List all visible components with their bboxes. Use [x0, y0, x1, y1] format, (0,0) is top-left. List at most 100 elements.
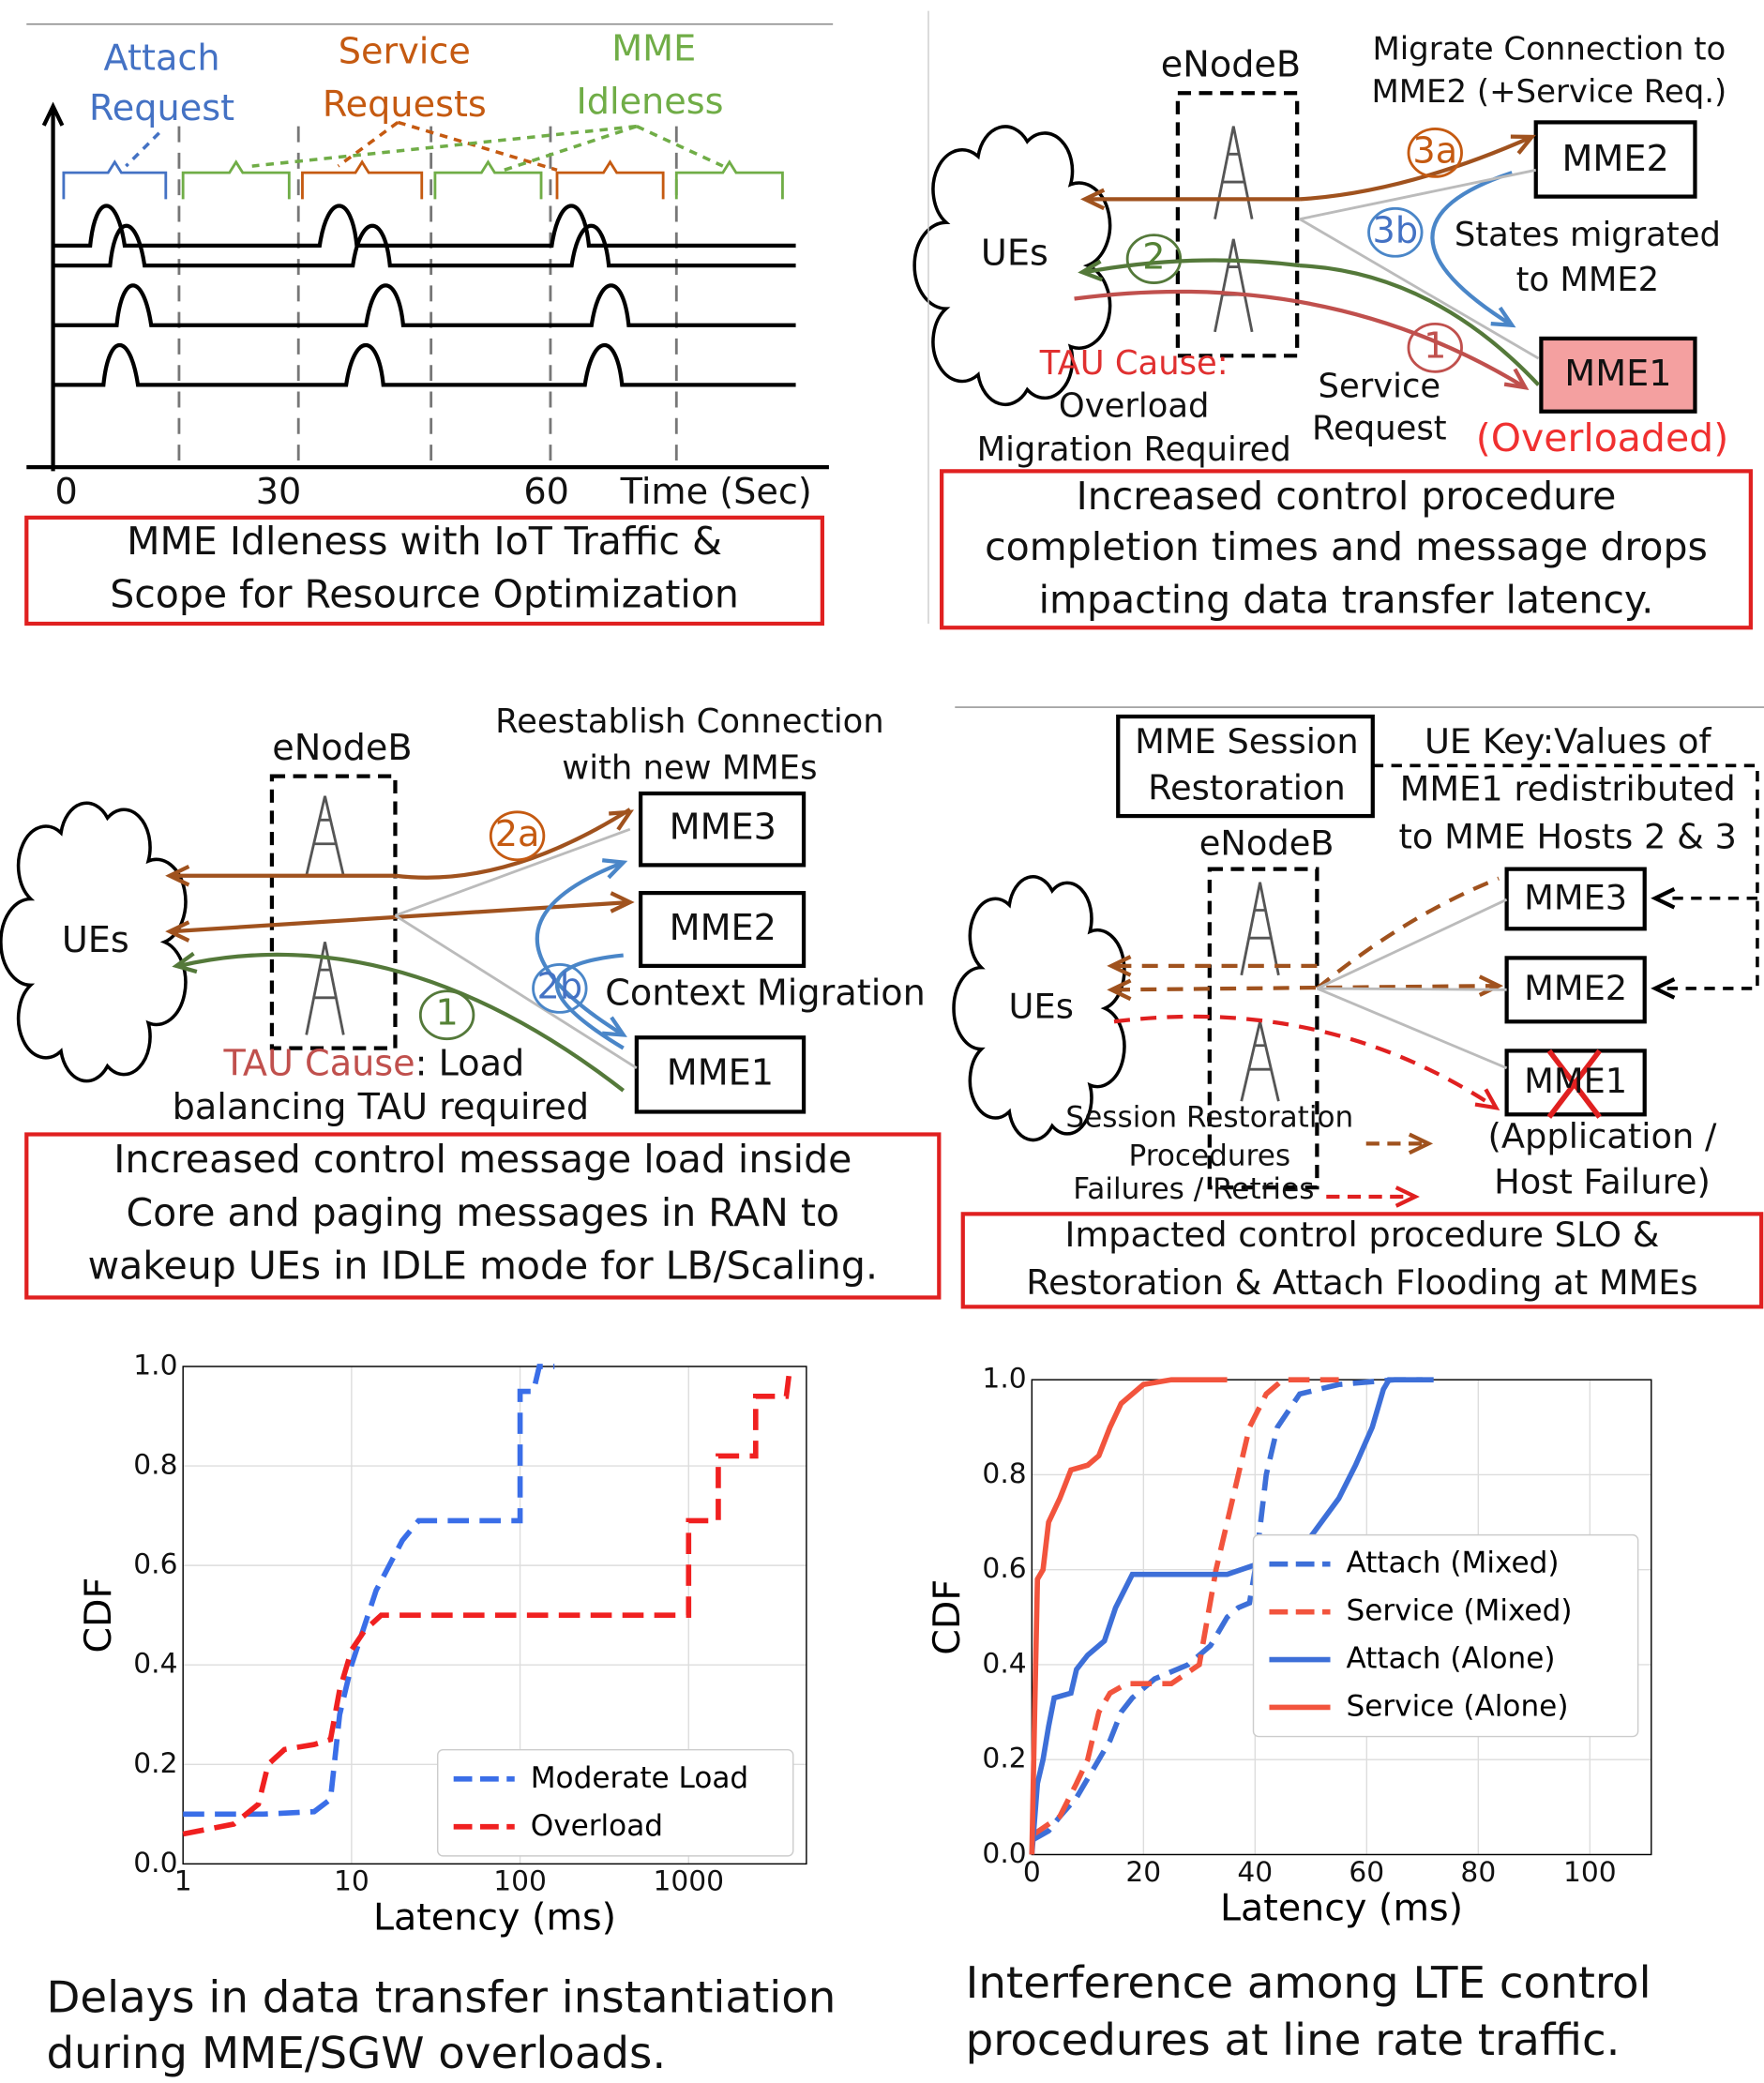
legend-label: Attach (Mixed): [1347, 1547, 1560, 1580]
label: (Overloaded): [1476, 415, 1728, 460]
y-axis-label: CDF: [926, 1579, 969, 1655]
tower: [307, 796, 344, 876]
tower: [1214, 239, 1252, 332]
step: 3b: [1373, 210, 1419, 251]
legend-label: Service (Mixed): [1347, 1594, 1573, 1628]
label: Attach: [104, 38, 220, 79]
label: : Load: [415, 1043, 525, 1084]
bracket: [302, 162, 421, 200]
caption: during MME/SGW overloads.: [47, 2029, 667, 2079]
y-tick-label: 0.6: [133, 1548, 177, 1581]
node-label: MME2: [1561, 139, 1668, 180]
series-line: [183, 1366, 554, 1814]
bracket: [435, 162, 541, 200]
bracket: [676, 162, 782, 200]
caption: Delays in data transfer instantiation: [47, 1973, 837, 2024]
step: 2a: [495, 814, 540, 855]
node-label: UEs: [981, 233, 1048, 274]
y-tick-label: 0.4: [133, 1648, 177, 1681]
y-tick-label: 0.0: [133, 1847, 177, 1879]
arrow: [1085, 260, 1300, 272]
label: eNodeB: [1161, 44, 1301, 85]
caption: Increased control procedure: [1077, 474, 1617, 519]
legend-label: Procedures: [1129, 1140, 1291, 1173]
label: (Application /: [1488, 1116, 1717, 1156]
label: Migration Required: [977, 430, 1291, 469]
label: TAU Cause: [223, 1043, 415, 1084]
y-tick-label: 0.0: [982, 1837, 1026, 1870]
label: Requests: [323, 84, 487, 126]
tick-label: 30: [256, 472, 302, 513]
tower: [1242, 883, 1279, 975]
y-tick-label: 1.0: [133, 1349, 177, 1381]
caption: MME Idleness with IoT Traffic &: [127, 519, 722, 564]
caption: wakeup UEs in IDLE mode for LB/Scaling.: [88, 1243, 878, 1288]
node-label: MME3: [670, 808, 776, 849]
caption: Restoration & Attach Flooding at MMEs: [1026, 1262, 1697, 1303]
y-tick-label: 0.8: [133, 1449, 177, 1482]
caption: Increased control message load inside: [113, 1137, 852, 1182]
x-axis-label: Latency (ms): [1220, 1886, 1463, 1929]
label: MME2 (+Service Req.): [1371, 73, 1726, 111]
box: [272, 777, 396, 1049]
label: Service: [339, 31, 471, 72]
series-line: [1032, 1380, 1227, 1854]
node-label: MME1: [667, 1052, 774, 1094]
x-tick-label: 60: [1349, 1856, 1384, 1889]
node-label: MME2: [1524, 968, 1627, 1008]
caption: procedures at line rate traffic.: [966, 2015, 1621, 2066]
node-label: UEs: [62, 920, 129, 961]
tick-label: 60: [523, 472, 569, 513]
x-tick-label: 0: [1023, 1856, 1041, 1889]
label: Host Failure): [1494, 1161, 1711, 1201]
label: Request: [89, 88, 234, 129]
step: 1: [1424, 325, 1446, 367]
legend-label: Attach (Alone): [1347, 1642, 1556, 1676]
y-tick-label: 0.8: [982, 1457, 1026, 1490]
y-tick-label: 0.4: [982, 1647, 1026, 1680]
arrow-head: [1655, 889, 1674, 908]
label: Restoration: [1148, 767, 1346, 808]
tick-label: 0: [55, 472, 78, 513]
label: Overload: [1059, 386, 1210, 425]
connector: [173, 902, 630, 931]
label: States migrated: [1455, 216, 1721, 254]
tower: [1214, 127, 1252, 219]
label: Context Migration: [605, 973, 926, 1014]
label: Service: [1319, 367, 1441, 405]
label: Idleness: [576, 82, 723, 123]
label: eNodeB: [272, 728, 412, 769]
arrow: [1317, 899, 1506, 1068]
y-tick-label: 0.2: [133, 1747, 177, 1780]
axis-label: Time (Sec): [620, 472, 812, 513]
x-tick-label: 80: [1460, 1856, 1496, 1889]
label: MME: [611, 29, 696, 70]
x-tick-label: 10: [334, 1865, 369, 1898]
x-tick-label: 40: [1237, 1856, 1273, 1889]
legend-label: Overload: [531, 1809, 663, 1843]
label: eNodeB: [1199, 823, 1334, 864]
caption: completion times and message drops: [985, 524, 1708, 569]
label: balancing TAU required: [173, 1087, 589, 1128]
label: UE Key:Values of: [1425, 721, 1711, 762]
node-label: MME1: [1524, 1061, 1627, 1101]
x-tick-label: 100: [1563, 1856, 1617, 1889]
bracket: [557, 162, 663, 200]
legend-label: Session Restoration: [1065, 1101, 1353, 1135]
bracket: [183, 162, 289, 200]
caption: Core and paging messages in RAN to: [127, 1190, 840, 1235]
label: to MME Hosts 2 & 3: [1399, 817, 1737, 857]
arrow: [1114, 1017, 1496, 1108]
x-tick-label: 1000: [653, 1865, 724, 1898]
box: [1178, 93, 1297, 355]
x-tick-label: 100: [493, 1865, 547, 1898]
caption: Impacted control procedure SLO &: [1064, 1215, 1659, 1255]
waveform: [53, 206, 796, 246]
waveform: [53, 345, 796, 385]
legend-label: Failures / Retries: [1073, 1172, 1314, 1206]
figure: Attach Request Service Requests MME Idle…: [0, 0, 1764, 2083]
node-label: UEs: [1009, 987, 1074, 1027]
caption: Interference among LTE control: [966, 1958, 1651, 2009]
label: Migrate Connection to: [1372, 31, 1726, 68]
label: MME1 redistributed: [1400, 769, 1736, 809]
